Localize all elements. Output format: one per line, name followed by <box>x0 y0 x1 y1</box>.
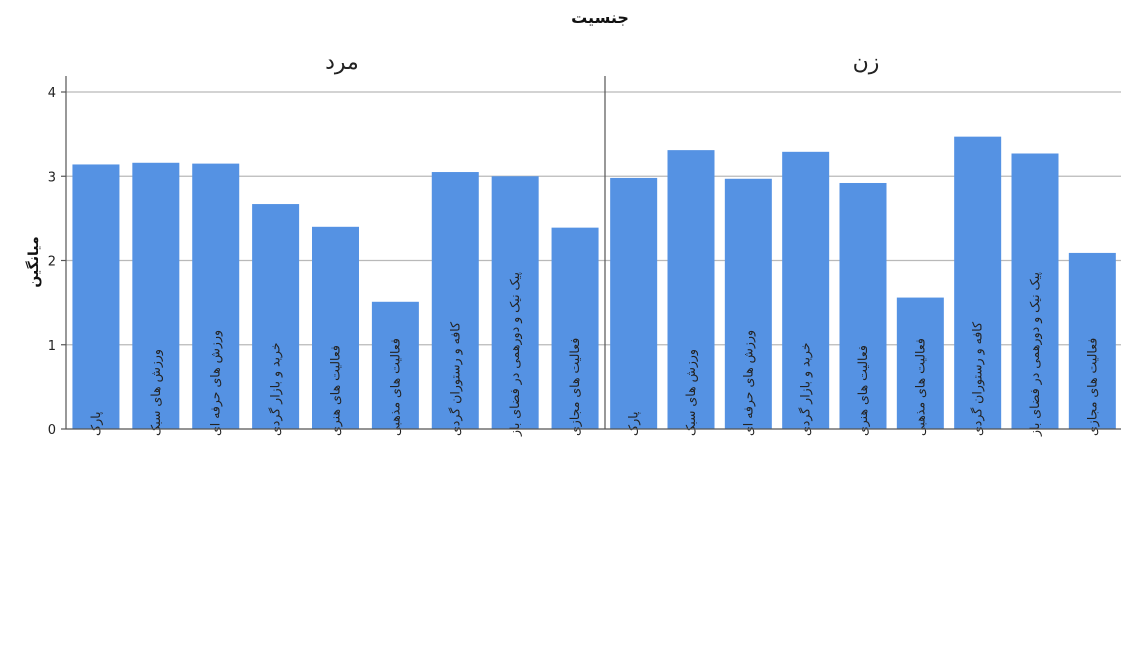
x-tick-label: خرید و بازار گردی <box>798 342 814 436</box>
x-tick-label: ورزش های حرفه ای <box>208 330 224 436</box>
panels-layer: مرد پارک ورزش های سبک ورزش های حرفه ای خرید … <box>48 50 1121 438</box>
bar-male-6 <box>431 172 479 429</box>
bar-female-2 <box>724 178 772 429</box>
x-tick-label: فعالیت های مجازی <box>567 338 583 436</box>
bar-female-7 <box>1011 153 1059 429</box>
bar-male-8 <box>551 227 599 429</box>
bar-female-5 <box>896 297 944 429</box>
y-tick-label: 2 <box>48 255 56 270</box>
bar-male-5 <box>371 301 419 429</box>
panel-title: زن <box>853 50 880 75</box>
x-tick-label: پیک نیک و دورهمی در فضای باز <box>1027 272 1043 437</box>
bar-male-1 <box>132 162 180 429</box>
panel-0: مرد پارک ورزش های سبک ورزش های حرفه ای خرید … <box>65 50 605 437</box>
bar-male-2 <box>192 163 240 430</box>
y-tick-label: 0 <box>48 423 56 438</box>
x-tick-label: فعالیت های مذهبی <box>387 338 402 436</box>
panel-title: مرد <box>325 50 359 75</box>
y-tick-label: 4 <box>48 86 56 101</box>
y-axis: 0 1 2 3 4 <box>48 86 66 438</box>
x-tick-label: فعالیت های مذهبی <box>912 338 927 436</box>
bar-female-3 <box>782 151 830 429</box>
x-tick-label: پارک <box>88 411 104 436</box>
x-tick-label: فعالیت های مجازی <box>1084 338 1100 436</box>
x-tick-label: خرید و بازار گردی <box>268 342 284 436</box>
x-tick-label: پیک نیک و دورهمی در فضای باز <box>507 272 523 437</box>
x-tick-label: ورزش های حرفه ای <box>740 330 756 436</box>
y-axis-label: میانگین <box>25 236 42 287</box>
y-tick-label: 1 <box>48 339 56 354</box>
chart-title: جنسیت <box>571 8 629 27</box>
x-tick-label: کافه و رستوران گردی <box>447 322 463 436</box>
bar-female-1 <box>667 150 715 429</box>
bar-male-7 <box>491 176 539 429</box>
y-tick-label: 3 <box>48 170 56 185</box>
x-tick-label: فعالیت های هنری <box>855 345 871 436</box>
bar-male-3 <box>252 204 300 429</box>
bar-male-0 <box>72 164 120 429</box>
bar-female-6 <box>954 136 1002 429</box>
bar-female-0 <box>610 177 658 429</box>
x-tick-label: فعالیت های هنری <box>328 345 344 436</box>
bar-male-4 <box>312 226 359 429</box>
panel-1: زن پارک ورزش های سبک ورزش های حرفه ای خرید و… <box>604 50 1121 437</box>
bar-female-4 <box>839 182 887 429</box>
x-tick-label: ورزش های سبک <box>683 349 699 436</box>
bar-female-8 <box>1068 252 1116 429</box>
x-tick-label: پارک <box>626 411 642 436</box>
x-tick-label: ورزش های سبک <box>148 349 164 436</box>
x-tick-label: کافه و رستوران گردی <box>970 322 986 436</box>
